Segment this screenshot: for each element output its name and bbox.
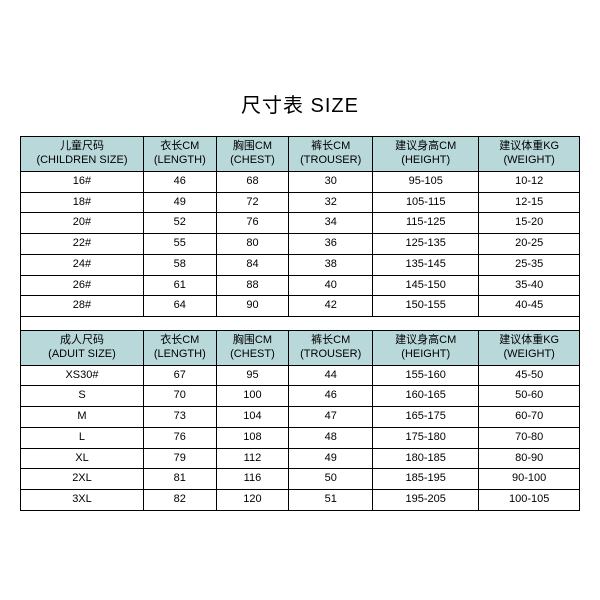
table-row: 3XL8212051195-205100-105 [21, 490, 580, 511]
table-row: 2XL8111650185-19590-100 [21, 469, 580, 490]
table-row: 24#588438135-14525-35 [21, 254, 580, 275]
table-row: M7310447165-17560-70 [21, 407, 580, 428]
col-header: 建议身高CM(HEIGHT) [373, 331, 479, 366]
table-row: S7010046160-16550-60 [21, 386, 580, 407]
col-header: 衣长CM(LENGTH) [143, 331, 216, 366]
table-row: XL7911249180-18580-90 [21, 448, 580, 469]
table-row: 26#618840145-15035-40 [21, 275, 580, 296]
table-row: XS30#679544155-16045-50 [21, 365, 580, 386]
col-header: 成人尺码(ADUIT SIZE) [21, 331, 144, 366]
col-header: 胸围CM(CHEST) [216, 137, 289, 172]
table-row: 20#527634115-12515-20 [21, 213, 580, 234]
col-header: 裤长CM(TROUSER) [289, 137, 373, 172]
table-row: 18#497232105-11512-15 [21, 192, 580, 213]
table-row: 22#558036125-13520-25 [21, 234, 580, 255]
col-header: 裤长CM(TROUSER) [289, 331, 373, 366]
col-header: 儿童尺码(CHILDREN SIZE) [21, 137, 144, 172]
table-row: L7610848175-18070-80 [21, 427, 580, 448]
page-title: 尺寸表 SIZE [20, 89, 580, 118]
size-table: 儿童尺码(CHILDREN SIZE) 衣长CM(LENGTH) 胸围CM(CH… [20, 136, 580, 511]
col-header: 衣长CM(LENGTH) [143, 137, 216, 172]
children-header-row: 儿童尺码(CHILDREN SIZE) 衣长CM(LENGTH) 胸围CM(CH… [21, 137, 580, 172]
table-row: 28#649042150-15540-45 [21, 296, 580, 317]
size-chart: 尺寸表 SIZE 儿童尺码(CHILDREN SIZE) 衣长CM(LENGTH… [20, 89, 580, 511]
col-header: 建议体重KG(WEIGHT) [479, 137, 580, 172]
col-header: 建议身高CM(HEIGHT) [373, 137, 479, 172]
table-row: 16#46683095-10510-12 [21, 171, 580, 192]
gap-row [21, 317, 580, 331]
col-header: 建议体重KG(WEIGHT) [479, 331, 580, 366]
adult-header-row: 成人尺码(ADUIT SIZE) 衣长CM(LENGTH) 胸围CM(CHEST… [21, 331, 580, 366]
col-header: 胸围CM(CHEST) [216, 331, 289, 366]
